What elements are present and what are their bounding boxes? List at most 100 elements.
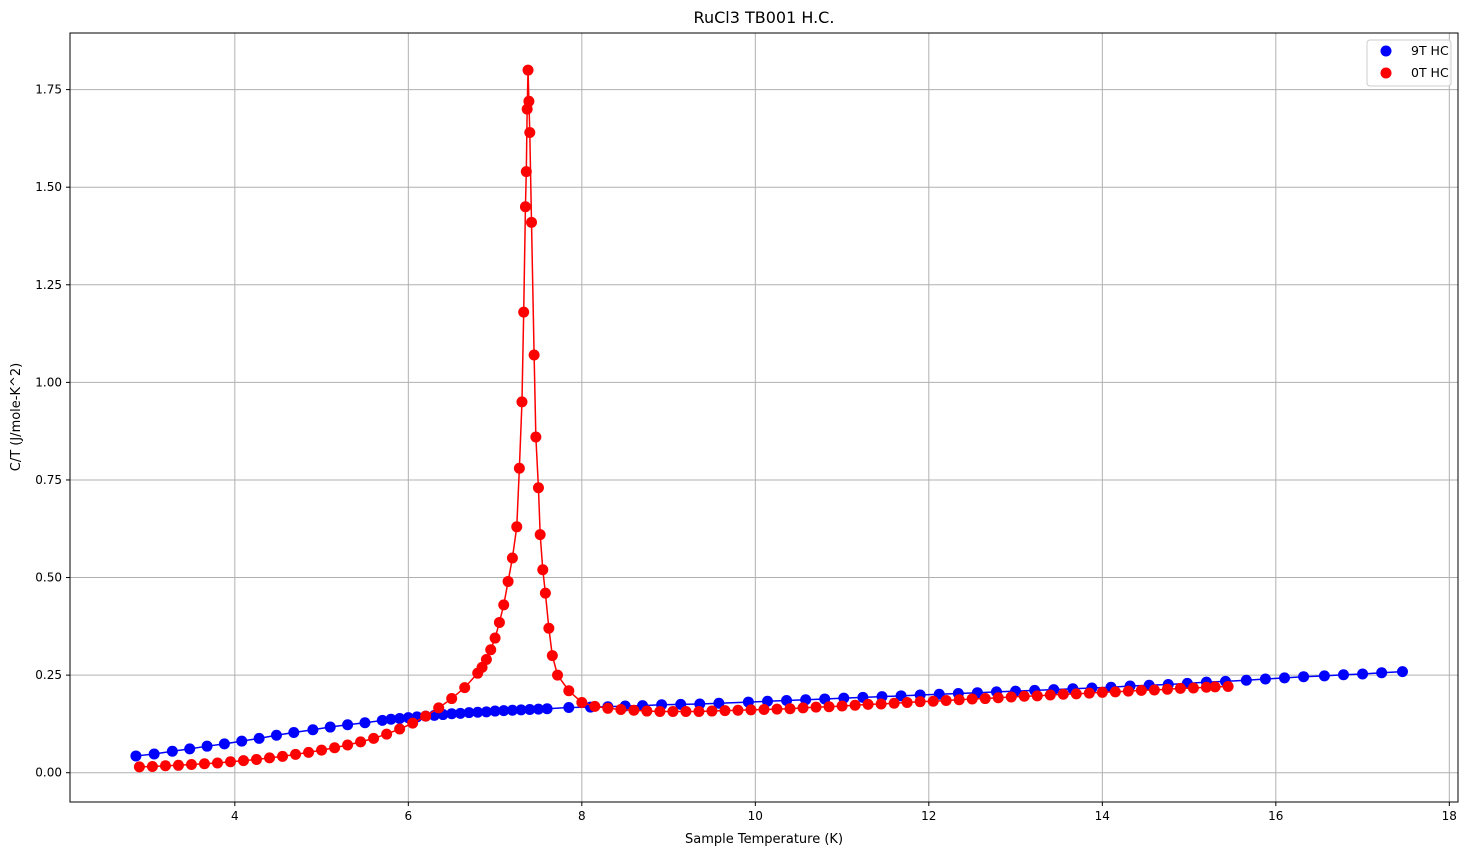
data-point	[1135, 684, 1147, 696]
data-point	[1018, 690, 1030, 702]
data-point	[1122, 685, 1134, 697]
x-tick-label: 12	[921, 809, 936, 823]
data-point	[518, 306, 530, 318]
data-point	[1109, 686, 1121, 698]
data-point	[355, 736, 367, 748]
data-point	[693, 705, 705, 717]
y-tick-label: 0.25	[35, 668, 62, 682]
data-point	[515, 704, 527, 716]
data-point	[1318, 670, 1330, 682]
data-point	[485, 644, 497, 656]
x-tick-label: 18	[1442, 809, 1457, 823]
data-point	[516, 396, 528, 408]
data-point	[713, 697, 725, 709]
data-point	[1259, 673, 1271, 685]
data-point	[394, 712, 406, 724]
data-point	[1005, 691, 1017, 703]
data-point	[1070, 688, 1082, 700]
data-point	[238, 755, 249, 767]
series-layer	[130, 64, 1408, 773]
legend: 9T HC 0T HC	[1366, 39, 1452, 87]
data-point	[218, 738, 230, 750]
data-point	[489, 632, 501, 644]
data-point	[201, 740, 213, 752]
data-point	[979, 693, 991, 705]
data-point	[523, 95, 535, 107]
data-point	[546, 650, 558, 662]
data-point	[589, 700, 601, 712]
series-0t	[133, 64, 1234, 773]
data-point	[172, 759, 184, 771]
data-point	[493, 616, 505, 628]
data-point	[615, 703, 627, 715]
data-point	[641, 705, 653, 717]
data-point	[506, 704, 518, 716]
data-point	[706, 705, 718, 717]
data-point	[1031, 690, 1043, 702]
data-point	[1357, 668, 1369, 680]
data-point	[541, 703, 553, 715]
data-point	[1209, 681, 1221, 693]
data-point	[1376, 667, 1388, 679]
data-point	[628, 704, 640, 716]
data-point	[520, 166, 532, 178]
data-point	[463, 707, 475, 719]
data-point	[524, 703, 536, 715]
data-point	[480, 654, 492, 666]
data-point	[329, 742, 341, 754]
data-point	[745, 704, 757, 716]
data-point	[1174, 682, 1186, 694]
data-point	[253, 732, 265, 744]
y-axis-label: C/T (J/mole-K^2)	[9, 363, 24, 472]
data-point	[1279, 672, 1290, 684]
data-point	[862, 698, 874, 710]
data-point	[667, 705, 679, 717]
data-point	[146, 760, 158, 772]
legend-marker-0t	[1380, 67, 1392, 79]
data-point	[498, 705, 510, 717]
data-point	[1161, 683, 1173, 695]
ticks: 4 6 8 10 12 14 16 18 0.00 0.25 0.50 0.75 1.00 1.25 1.5…	[35, 83, 1457, 823]
data-point	[1096, 686, 1108, 698]
data-point	[1222, 680, 1234, 692]
data-point	[940, 695, 952, 707]
data-point	[376, 714, 388, 726]
data-point	[543, 622, 555, 634]
data-point	[446, 708, 458, 720]
data-point	[539, 587, 551, 599]
data-point	[1148, 684, 1160, 696]
data-point	[459, 682, 471, 694]
data-point	[224, 756, 236, 768]
data-point	[810, 701, 822, 713]
data-point	[446, 693, 458, 705]
data-point	[532, 703, 544, 715]
x-tick-label: 8	[578, 809, 586, 823]
data-point	[797, 702, 809, 714]
data-point	[420, 710, 432, 722]
data-point	[534, 529, 546, 541]
data-point	[784, 703, 796, 715]
data-point	[530, 431, 542, 443]
data-point	[563, 685, 575, 697]
data-point	[316, 744, 328, 756]
y-tick-label: 0.00	[35, 766, 62, 780]
data-point	[680, 705, 692, 717]
x-tick-label: 10	[748, 809, 763, 823]
y-tick-label: 1.50	[35, 180, 62, 194]
data-point	[1337, 669, 1349, 681]
data-point	[288, 727, 300, 739]
data-point	[324, 721, 336, 733]
data-point	[130, 750, 142, 762]
y-tick-label: 0.50	[35, 571, 62, 585]
data-point	[185, 759, 197, 771]
data-point	[1240, 674, 1252, 686]
data-point	[1200, 681, 1212, 693]
data-point	[498, 599, 510, 611]
data-point	[394, 723, 406, 735]
data-point	[1187, 682, 1199, 694]
x-tick-label: 6	[405, 809, 413, 823]
data-point	[236, 735, 248, 747]
data-point	[251, 753, 263, 765]
data-point	[381, 728, 393, 740]
